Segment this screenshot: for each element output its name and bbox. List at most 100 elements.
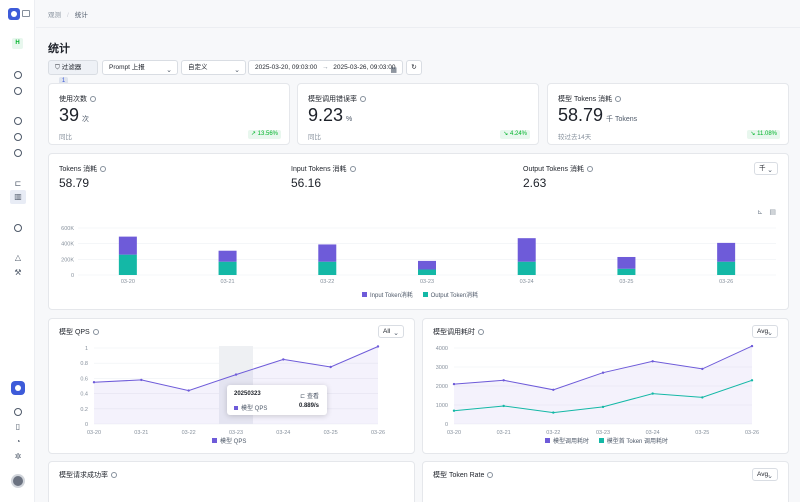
info-icon[interactable] <box>92 329 99 335</box>
legend-item-latency[interactable]: 模型调用耗时 <box>545 438 589 445</box>
sidebar: H ⊏ ▥ △ ⚒ ▯ ◔ ✲ <box>0 0 35 502</box>
bar-segment <box>517 261 536 275</box>
data-point <box>187 389 190 392</box>
info-icon[interactable] <box>90 96 96 102</box>
bar-chart-icon[interactable]: ▤ <box>769 209 776 216</box>
filter-label: 过滤器 <box>61 64 82 71</box>
trace-icon[interactable]: ⊏ <box>14 179 22 188</box>
output-tokens-value: 2.63 <box>523 176 547 190</box>
data-point <box>601 371 605 374</box>
qps-select[interactable]: All ⌄ <box>378 325 404 338</box>
data-point <box>750 379 754 382</box>
data-point <box>329 365 332 369</box>
token-rate-card: 模型 Token Rate Avg. ⌄ <box>422 461 789 502</box>
legend-item-output[interactable]: Output Token消耗 <box>422 292 478 299</box>
document-icon[interactable]: ▯ <box>15 422 21 431</box>
stat-compare-label: 同比 <box>308 134 321 141</box>
breadcrumb-parent[interactable]: 观测 <box>48 12 61 19</box>
clock-icon[interactable] <box>14 149 22 157</box>
data-point <box>601 405 605 409</box>
y-tick-label: 0 <box>445 422 448 428</box>
info-icon[interactable] <box>349 166 356 172</box>
trend-up-icon: ↗ <box>250 131 258 137</box>
bar-segment <box>218 261 237 275</box>
statistics-icon[interactable]: ▥ <box>10 190 26 204</box>
app-switch-icon[interactable] <box>11 381 25 395</box>
chevron-down-icon: ⌄ <box>393 330 399 337</box>
x-tick-label: 03-24 <box>646 430 660 436</box>
latency-legend: 模型调用耗时 模型首 Token 调用耗时 <box>545 436 676 445</box>
y-tick-label: 200K <box>61 257 74 263</box>
date-separator: → <box>321 64 329 71</box>
y-tick-label: 0 <box>71 273 74 279</box>
refresh-button[interactable]: ↻ <box>406 60 422 75</box>
latency-select[interactable]: Avg. ⌄ <box>752 325 778 338</box>
info-icon[interactable] <box>100 166 107 172</box>
workspace-avatar-icon[interactable]: H <box>12 38 23 49</box>
data-point <box>701 367 704 371</box>
header-divider <box>36 27 800 28</box>
data-point <box>552 411 555 414</box>
bar-segment <box>418 260 436 270</box>
settings-icon[interactable]: ✲ <box>14 452 22 461</box>
y-tick-label: 0.4 <box>80 392 88 398</box>
legend-item-input[interactable]: Input Token消耗 <box>362 292 413 299</box>
info-icon[interactable] <box>615 96 622 102</box>
tooltip-date: 20250323 <box>234 391 261 397</box>
x-tick-label: 03-20 <box>87 430 101 436</box>
info-icon[interactable] <box>487 472 494 478</box>
qps-title: 模型 QPS <box>59 329 90 336</box>
series-area <box>454 346 752 424</box>
info-icon[interactable] <box>586 166 593 172</box>
stat-value: 39 <box>59 105 80 125</box>
flask-icon[interactable]: △ <box>14 253 22 262</box>
qps-tooltip: 20250323 ⊏ 查看 模型 QPS 0.889/s <box>227 385 327 415</box>
data-point <box>750 344 754 348</box>
legend-item-qps[interactable]: 模型 QPS <box>212 438 246 445</box>
input-tokens-label: Input Tokens 消耗 <box>291 166 347 173</box>
trend-badge: ↗ 13.56% <box>247 130 281 139</box>
y-tick-label: 0 <box>85 422 88 428</box>
y-tick-label: 1 <box>85 346 88 352</box>
info-icon[interactable] <box>478 329 484 335</box>
tooltip-view-link[interactable]: ⊏ 查看 <box>300 394 319 400</box>
app-logo-icon[interactable] <box>8 8 20 20</box>
info-icon[interactable] <box>111 472 117 478</box>
x-tick-label: 03-22 <box>546 430 560 436</box>
playground-icon[interactable] <box>14 71 22 79</box>
prompt-select-value: Prompt 上报 <box>109 64 145 71</box>
cube-icon[interactable] <box>14 224 22 232</box>
line-chart-icon[interactable]: ⊾ <box>757 209 763 216</box>
stat-compare-label: 较过去14天 <box>558 134 592 141</box>
compass-icon[interactable] <box>14 408 22 416</box>
info-icon[interactable] <box>360 96 366 102</box>
filter-count-badge: 1 <box>59 77 68 86</box>
token-rate-title: 模型 Token Rate <box>433 472 485 479</box>
database-icon[interactable] <box>14 117 22 125</box>
tokens-label: Tokens 消耗 <box>59 166 98 173</box>
bell-icon[interactable]: ◔ <box>15 437 21 446</box>
bar-segment <box>318 244 337 262</box>
filter-button[interactable]: ⛉ 过滤器 1 <box>48 60 98 86</box>
y-tick-label: 3000 <box>436 365 448 371</box>
wrench-icon[interactable]: ⚒ <box>14 268 22 277</box>
qps-line-chart: 0 0.2 0.4 0.6 0.8 1 03-20 03-21 03-22 03-23 03-24 0… <box>80 345 385 436</box>
sidebar-collapse-icon[interactable] <box>22 10 30 17</box>
x-tick-label: 03-22 <box>182 430 196 436</box>
play-icon[interactable] <box>14 87 22 95</box>
y-tick-label: 600K <box>61 226 74 232</box>
x-tick-label: 03-20 <box>447 430 461 436</box>
legend-item-first-token[interactable]: 模型首 Token 调用耗时 <box>598 438 668 445</box>
date-start[interactable]: 2025-03-20, 09:03:00 <box>255 64 318 71</box>
latency-line-chart: 0 1000 2000 3000 4000 03-20 03-21 03-22 03-23 03-… <box>436 344 759 436</box>
x-tick-label: 03-21 <box>221 279 235 285</box>
time-range-select[interactable]: 自定义 ⌄ <box>181 60 246 75</box>
location-icon[interactable] <box>14 133 22 141</box>
prompt-select[interactable]: Prompt 上报 ⌄ <box>102 60 178 75</box>
token-rate-select[interactable]: Avg. ⌄ <box>752 468 778 481</box>
success-rate-card: 模型请求成功率 <box>48 461 415 502</box>
user-avatar[interactable] <box>11 474 25 488</box>
unit-select[interactable]: 千 ⌄ <box>754 162 778 175</box>
date-range-picker[interactable]: 2025-03-20, 09:03:00 → 2025-03-26, 09:03… <box>248 60 403 75</box>
date-end[interactable]: 2025-03-26, 09:03:00 <box>333 64 396 71</box>
